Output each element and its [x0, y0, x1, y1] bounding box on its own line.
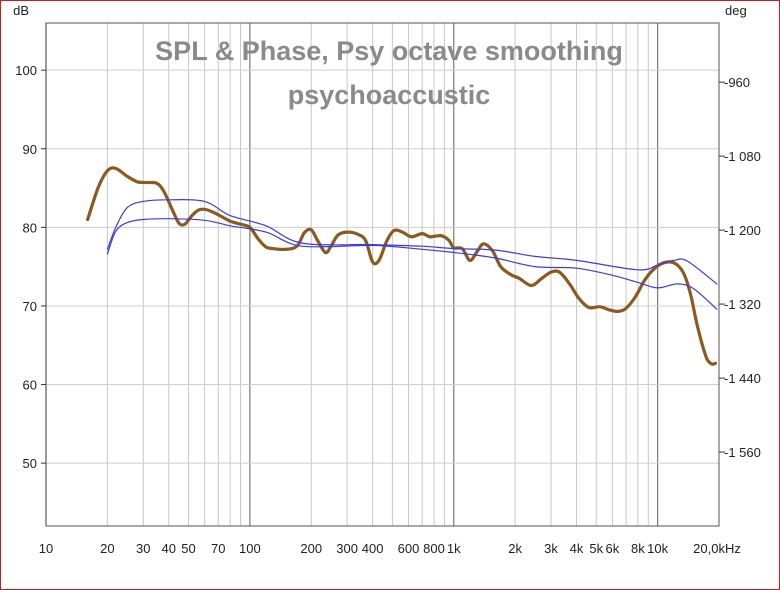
right-y-tick-label: -1 320	[724, 297, 761, 312]
axes: dB deg 10 20 30 40 50 70 100 200 300 400 600 800 1k 2…	[13, 3, 761, 556]
x-tick-label: 10	[39, 541, 53, 556]
x-tick-label: 200	[300, 541, 322, 556]
x-tick-label: 4k	[570, 541, 584, 556]
right-y-tick-label: -1 200	[724, 223, 761, 238]
right-y-tick-label: -1 440	[724, 371, 761, 386]
x-tick-label: 3k	[544, 541, 558, 556]
right-y-tick-label: -1 080	[724, 149, 761, 164]
x-tick-label: 40	[162, 541, 176, 556]
x-tick-label: 400	[362, 541, 384, 556]
plot-frame	[45, 22, 720, 527]
right-axis-unit: deg	[725, 3, 747, 18]
left-axis-unit: dB	[13, 3, 29, 18]
x-tick-label: 800	[423, 541, 445, 556]
spl-curve-line	[86, 166, 717, 366]
left-y-tick-label: 90	[23, 142, 37, 157]
x-tick-label: 70	[211, 541, 225, 556]
x-tick-label: 5k	[589, 541, 603, 556]
x-tick-label: 2k	[508, 541, 522, 556]
x-tick-label: 50	[181, 541, 195, 556]
grid	[45, 23, 720, 526]
right-y-tick-label: -1 560	[724, 445, 761, 460]
x-tick-label: 20	[100, 541, 114, 556]
left-y-tick-label: 50	[23, 456, 37, 471]
series-layer	[86, 166, 718, 366]
blue-reference-line	[106, 218, 718, 310]
x-tick-label: 1k	[447, 541, 461, 556]
right-y-tick-label: -960	[724, 75, 750, 90]
chart-title: SPL & Phase, Psy octave smoothing	[155, 36, 623, 66]
x-tick-label: 30	[136, 541, 150, 556]
x-tick-label: 600	[398, 541, 420, 556]
left-y-tick-label: 70	[23, 299, 37, 314]
x-tick-label: 100	[239, 541, 261, 556]
x-tick-label: 20,0kHz	[693, 541, 741, 556]
x-tick-label: 8k	[631, 541, 645, 556]
x-tick-label: 6k	[606, 541, 620, 556]
left-y-tick-label: 80	[23, 220, 37, 235]
left-y-tick-label: 100	[15, 63, 37, 78]
chart-subtitle: psychoaccustic	[288, 80, 491, 110]
left-y-tick-label: 60	[23, 378, 37, 393]
x-tick-label: 10k	[647, 541, 668, 556]
x-tick-label: 300	[336, 541, 358, 556]
blue-reference-line	[106, 199, 718, 285]
